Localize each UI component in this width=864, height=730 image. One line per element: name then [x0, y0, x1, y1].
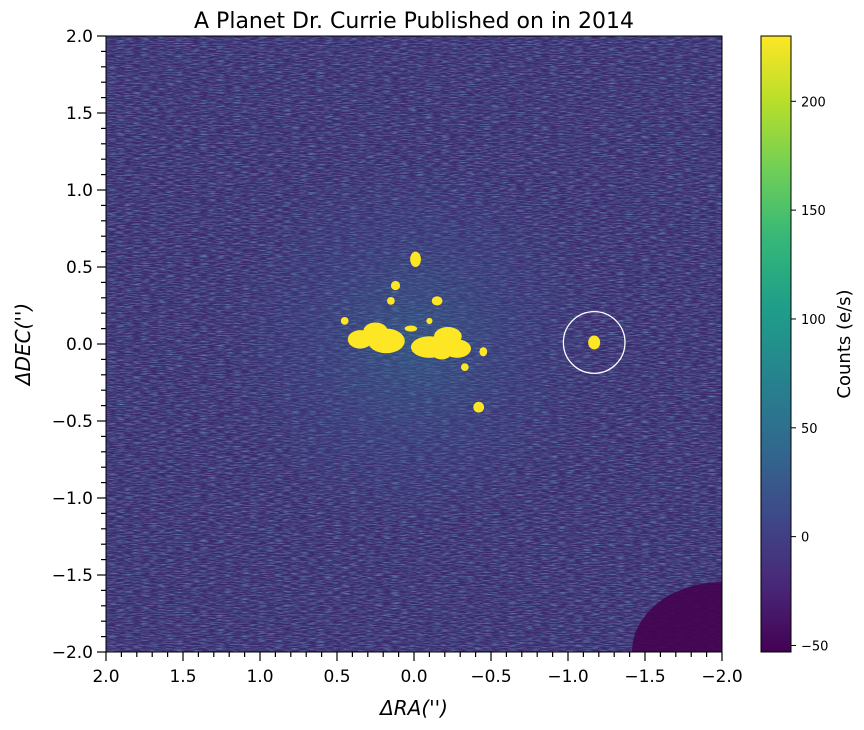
- y-tick-label: −2.0: [52, 643, 93, 663]
- residual-blob: [387, 297, 395, 305]
- residual-blob: [426, 317, 433, 324]
- colorbar-ticks: −50 0 50 100 150 200: [791, 95, 828, 654]
- planet-marker-circle: [562, 311, 626, 374]
- x-tick-label: 0.0: [400, 667, 427, 687]
- colorbar-tick-label: 0: [801, 531, 809, 546]
- x-tick-label: −1.0: [547, 667, 588, 687]
- y-tick-label: 2.0: [66, 27, 93, 47]
- residual-blob: [404, 325, 418, 332]
- y-tick-label: 1.5: [66, 104, 93, 124]
- star-residuals: [340, 251, 488, 413]
- y-tick-label: −1.0: [52, 489, 93, 509]
- x-tick-label: −2.0: [701, 667, 742, 687]
- colorbar-tick-label: −50: [801, 639, 828, 654]
- x-axis-ticks: 2.0 1.5 1.0 0.5 0.0 −0.5 −1.0 −1.5 −2.0: [92, 652, 743, 687]
- residual-blob: [347, 330, 373, 349]
- residual-blob: [410, 251, 421, 267]
- colorbar: [760, 35, 792, 653]
- x-axis-label: ΔRA(''): [378, 696, 448, 720]
- residual-blob: [367, 328, 405, 354]
- x-tick-label: −1.5: [624, 667, 665, 687]
- residual-blob: [432, 347, 451, 360]
- colorbar-label: Counts (e/s): [834, 289, 855, 398]
- y-axis-label: ΔDEC(''): [11, 303, 35, 387]
- colorbar-tick-label: 100: [801, 313, 826, 328]
- y-tick-label: −0.5: [52, 412, 93, 432]
- y-tick-label: 0.0: [66, 335, 93, 355]
- x-tick-label: 2.0: [92, 667, 119, 687]
- colorbar-tick-label: 200: [801, 95, 826, 110]
- corner-shadow: [632, 582, 722, 652]
- x-tick-label: 1.0: [246, 667, 273, 687]
- image-panel: [106, 36, 722, 652]
- residual-blob: [473, 401, 485, 413]
- residual-blob: [340, 317, 349, 325]
- residual-blob: [390, 280, 401, 291]
- y-axis-ticks: 2.0 1.5 1.0 0.5 0.0 −0.5 −1.0 −1.5 −2.0: [52, 27, 106, 663]
- y-tick-label: −1.5: [52, 566, 93, 586]
- residual-blob: [460, 363, 469, 371]
- residual-blob: [431, 296, 443, 306]
- planet-source: [588, 335, 601, 350]
- y-tick-label: 0.5: [66, 258, 93, 278]
- x-tick-label: 0.5: [323, 667, 350, 687]
- colorbar-tick-label: 150: [801, 204, 826, 219]
- colorbar-tick-label: 50: [801, 422, 818, 437]
- x-tick-label: −0.5: [470, 667, 511, 687]
- residual-blob: [479, 347, 488, 357]
- chart-title: A Planet Dr. Currie Published on in 2014: [194, 9, 634, 34]
- y-tick-label: 1.0: [66, 181, 93, 201]
- x-tick-label: 1.5: [169, 667, 196, 687]
